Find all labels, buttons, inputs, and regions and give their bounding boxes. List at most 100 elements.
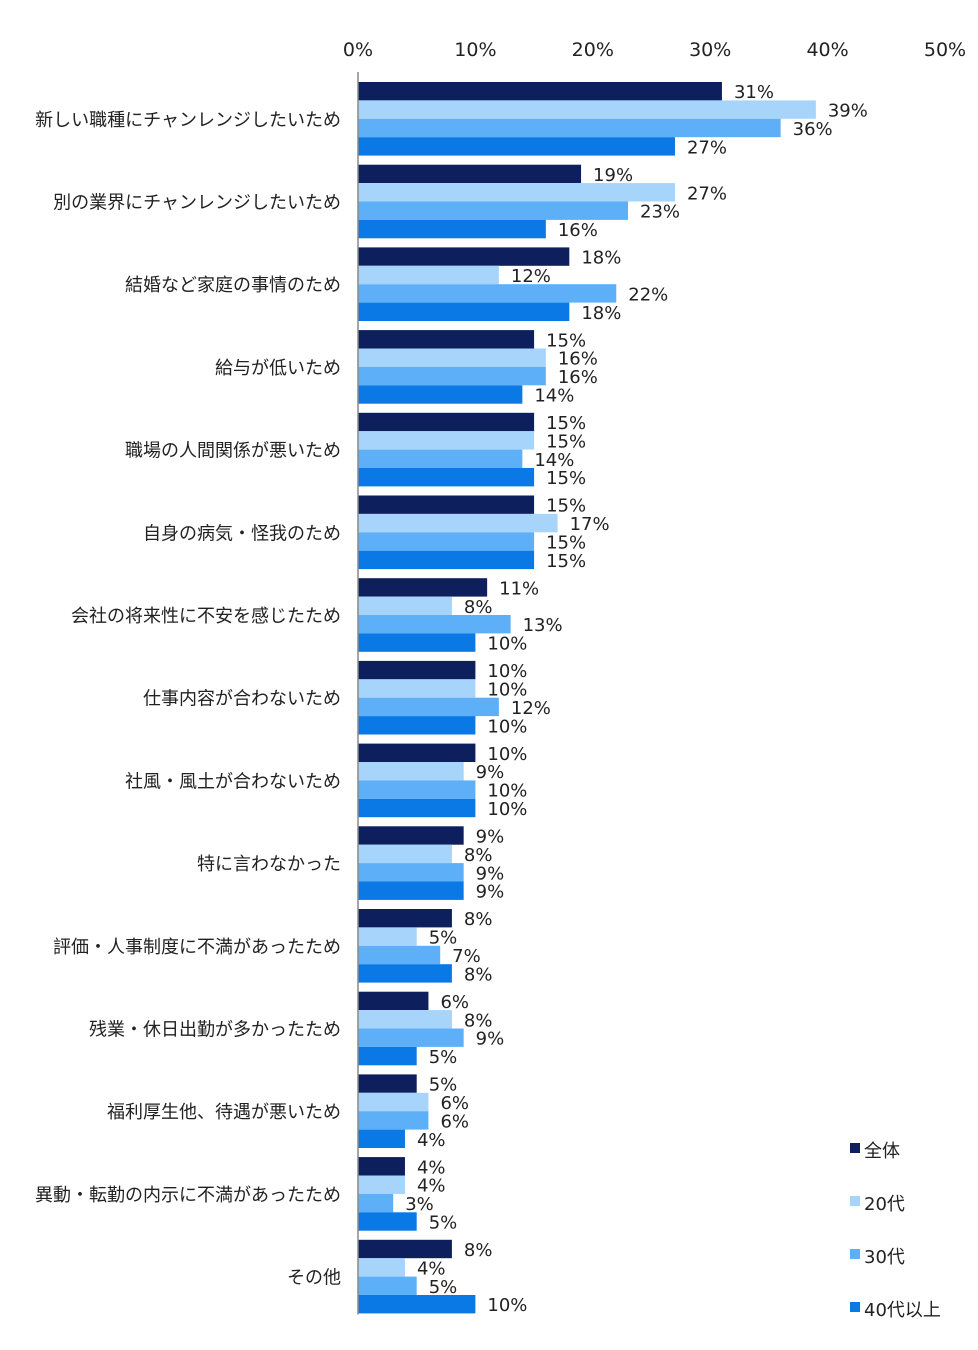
data-label: 10%: [487, 744, 527, 765]
bar: [358, 1175, 405, 1194]
bar: [358, 247, 570, 266]
category-label: 給与が低いため: [215, 358, 341, 379]
legend: 全体 20代 30代 40代以上: [850, 1141, 941, 1321]
bar: [358, 743, 476, 762]
bar: [358, 679, 476, 698]
data-label: 16%: [558, 349, 598, 370]
category-labels: 新しい職種にチャンレンジしたいため別の業界にチャンレンジしたいため結婚など家庭の…: [35, 110, 341, 1289]
data-label: 15%: [546, 413, 586, 434]
bar: [358, 431, 535, 450]
bars: [358, 82, 816, 1314]
bar: [358, 1212, 417, 1231]
bar: [358, 615, 511, 634]
legend-swatch: [850, 1302, 860, 1312]
bar: [358, 1074, 417, 1093]
x-tick-label: 30%: [689, 39, 731, 61]
bar: [358, 412, 535, 432]
data-label: 8%: [464, 1240, 493, 1261]
data-label: 11%: [499, 578, 539, 599]
data-label: 4%: [417, 1157, 446, 1178]
legend-label: 全体: [864, 1141, 900, 1162]
bar: [358, 660, 476, 680]
data-label: 9%: [476, 762, 505, 783]
bar: [358, 164, 582, 184]
bar: [358, 265, 499, 285]
data-label: 9%: [476, 1029, 505, 1050]
bar: [358, 495, 535, 514]
bar: [358, 826, 464, 845]
data-label: 22%: [628, 284, 668, 305]
legend-swatch: [850, 1196, 860, 1206]
category-label: 職場の人間関係が悪いため: [125, 441, 341, 462]
bar: [358, 219, 546, 239]
category-label: その他: [287, 1268, 341, 1289]
bar: [358, 578, 488, 597]
legend-label: 40代以上: [864, 1300, 941, 1321]
data-label: 5%: [429, 1047, 458, 1068]
bar: [358, 82, 722, 101]
data-label: 5%: [429, 1075, 458, 1096]
bar: [358, 302, 570, 321]
data-label: 15%: [546, 468, 586, 489]
bar: [358, 991, 429, 1011]
data-label: 16%: [558, 367, 598, 388]
bar: [358, 844, 452, 864]
data-label: 12%: [511, 698, 551, 719]
bar: [358, 449, 523, 468]
category-label: 別の業界にチャンレンジしたいため: [53, 193, 341, 214]
bar: [358, 348, 546, 367]
data-label: 15%: [546, 533, 586, 554]
bar: [358, 137, 675, 156]
bar: [358, 532, 535, 551]
data-label: 6%: [440, 1111, 469, 1132]
category-label: 仕事内容が合わないため: [143, 689, 341, 710]
x-tick-label: 40%: [806, 39, 848, 61]
data-label: 6%: [440, 1093, 469, 1114]
bar: [358, 366, 546, 386]
data-label: 36%: [793, 119, 833, 140]
x-tick-label: 50%: [924, 39, 966, 61]
bar: [358, 945, 441, 965]
bar: [358, 798, 476, 818]
legend-label: 30代: [864, 1247, 905, 1268]
data-label: 16%: [558, 220, 598, 241]
data-label: 5%: [429, 1277, 458, 1298]
category-label: 自身の病気・怪我のため: [143, 523, 341, 544]
data-label: 10%: [487, 1295, 527, 1316]
bar: [358, 183, 675, 202]
bar: [358, 1111, 429, 1130]
data-label: 8%: [464, 909, 493, 930]
bar: [358, 780, 476, 799]
data-label: 15%: [546, 330, 586, 351]
bar: [358, 716, 476, 735]
bar: [358, 1193, 394, 1213]
data-label: 4%: [417, 1258, 446, 1279]
category-label: 結婚など家庭の事情のため: [125, 275, 341, 296]
data-label: 10%: [487, 680, 527, 701]
legend-label: 20代: [864, 1194, 905, 1215]
x-tick-label: 20%: [572, 39, 614, 61]
data-label: 3%: [405, 1194, 434, 1215]
legend-swatch: [850, 1143, 860, 1153]
x-tick-label: 0%: [343, 39, 373, 61]
bar: [358, 697, 499, 717]
category-label: 福利厚生他、待遇が悪いため: [107, 1102, 341, 1123]
category-label: 特に言わなかった: [197, 854, 341, 875]
category-label: 異動・転勤の内示に不満があったため: [35, 1185, 341, 1206]
bar: [358, 909, 452, 928]
data-label: 12%: [511, 266, 551, 287]
data-label: 10%: [487, 634, 527, 655]
data-label: 39%: [828, 101, 868, 122]
bar: [358, 1276, 417, 1295]
bar: [358, 1010, 452, 1029]
bar: [358, 1129, 405, 1148]
data-label: 9%: [476, 863, 505, 884]
data-label: 15%: [546, 431, 586, 452]
bar: [358, 1258, 405, 1277]
data-label: 23%: [640, 202, 680, 223]
bar: [358, 1239, 452, 1259]
bar: [358, 964, 452, 983]
data-labels: 31%39%36%27%19%27%23%16%18%12%22%18%15%1…: [405, 82, 868, 1316]
bar: [358, 118, 781, 138]
